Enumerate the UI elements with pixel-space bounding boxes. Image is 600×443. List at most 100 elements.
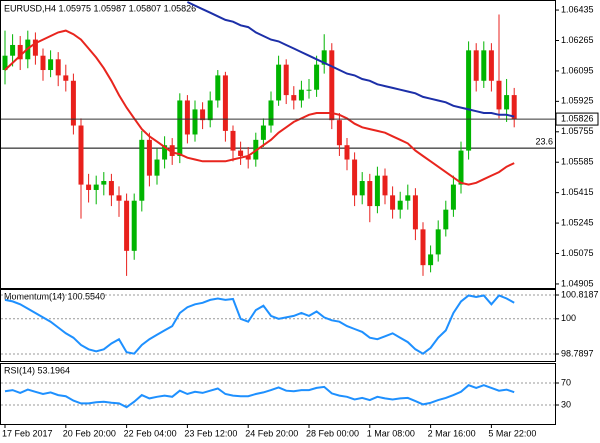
y-tick-label: 98.7897	[561, 348, 594, 358]
candle-body	[55, 59, 61, 76]
y-tick-label: 1.05755	[561, 126, 594, 136]
panel-title: EURUSD,H4 1.05975 1.05987 1.05807 1.0582…	[4, 3, 196, 13]
indicator-line	[4, 384, 515, 409]
y-tick-label: 1.06435	[561, 4, 594, 14]
candle-body	[488, 50, 494, 81]
y-tick-label: 1.05415	[561, 187, 594, 197]
candle-body	[40, 55, 46, 71]
candle-body	[344, 145, 350, 160]
y-tick-label: 100.8187	[561, 289, 599, 299]
plot-area	[4, 294, 515, 355]
candle-body	[511, 95, 517, 120]
y-tick-label: 100	[561, 313, 576, 323]
rsi-panel	[0, 363, 556, 425]
y-tick-label: 1.06095	[561, 65, 594, 75]
y-tick-label: 1.05585	[561, 157, 594, 167]
candle-body	[70, 80, 76, 126]
candle-body	[32, 39, 38, 56]
candle-body	[93, 184, 99, 190]
candle-body	[222, 75, 228, 131]
candle-body	[86, 184, 92, 190]
candle-body	[291, 95, 297, 101]
candle-body	[473, 50, 479, 81]
candle-body	[124, 200, 130, 251]
moving-average	[4, 29, 515, 186]
candle-body	[504, 95, 510, 110]
candle-body	[496, 80, 502, 110]
candle-body	[207, 100, 213, 121]
candle-body	[162, 145, 168, 160]
y-tick-label: 30	[561, 399, 571, 409]
candle-body	[154, 159, 160, 176]
candle-body	[481, 50, 487, 81]
x-tick-label: 5 Mar 22:00	[488, 428, 536, 438]
candle-body	[63, 75, 69, 81]
candle-body	[329, 50, 335, 121]
candle-body	[215, 75, 221, 101]
x-tick-label: 23 Feb 12:00	[184, 428, 237, 438]
candle-body	[192, 109, 198, 135]
y-tick-label: 1.05245	[561, 217, 594, 227]
candle-body	[17, 44, 23, 60]
candle-body	[374, 175, 380, 207]
moving-average	[186, 1, 515, 118]
current-price-label: 1.05826	[561, 113, 594, 123]
candle-body	[131, 200, 137, 251]
candle-body	[268, 100, 274, 126]
candle-body	[382, 175, 388, 196]
x-tick-label: 28 Feb 00:00	[306, 428, 359, 438]
candle-body	[283, 64, 289, 96]
candle-body	[352, 159, 358, 196]
y-tick-label: 1.06265	[561, 35, 594, 45]
candle-body	[435, 229, 441, 255]
candle-body	[405, 195, 411, 201]
candle-body	[101, 181, 107, 185]
candle-body	[390, 195, 396, 210]
candle-body	[116, 195, 122, 201]
x-tick-label: 1 Mar 08:00	[367, 428, 415, 438]
candle-body	[412, 195, 418, 230]
candle-body	[428, 254, 434, 266]
candle-body	[298, 89, 304, 101]
main-panel	[0, 0, 556, 289]
candle-body	[230, 130, 236, 151]
candle-body	[2, 55, 8, 71]
candle-body	[146, 139, 152, 176]
candle-body	[200, 109, 206, 121]
x-tick-label: 2 Mar 16:00	[428, 428, 476, 438]
x-tick-label: 22 Feb 04:00	[124, 428, 177, 438]
candle-body	[397, 200, 403, 210]
plot-area	[1, 1, 555, 276]
candle-body	[359, 181, 365, 196]
y-tick-label: 1.04905	[561, 278, 594, 288]
candle-body	[78, 125, 84, 185]
candle-body	[139, 139, 145, 201]
candle-body	[245, 155, 251, 160]
y-tick-label: 70	[561, 377, 571, 387]
fib-level-label: 23.6	[535, 136, 553, 146]
candle-body	[336, 120, 342, 146]
current-price-box	[555, 112, 599, 126]
candle-body	[306, 89, 312, 91]
indicator-line	[4, 294, 515, 355]
x-tick-label: 24 Feb 20:00	[245, 428, 298, 438]
candle-body	[184, 100, 190, 135]
candle-body	[420, 229, 426, 266]
candle-body	[321, 50, 327, 65]
candle-body	[466, 50, 472, 151]
momentum-panel	[0, 289, 556, 362]
candle-body	[48, 59, 54, 71]
candle-body	[238, 150, 244, 156]
x-tick-label: 20 Feb 20:00	[63, 428, 116, 438]
candle-body	[367, 181, 373, 207]
candle-body	[169, 145, 175, 156]
panel-title: Momentum(14) 100.5540	[4, 291, 105, 301]
plot-area	[4, 384, 515, 409]
candle-body	[108, 181, 114, 196]
y-tick-label: 1.05925	[561, 96, 594, 106]
candle-body	[177, 100, 183, 156]
candle-body	[260, 125, 266, 140]
candle-body	[10, 44, 16, 56]
